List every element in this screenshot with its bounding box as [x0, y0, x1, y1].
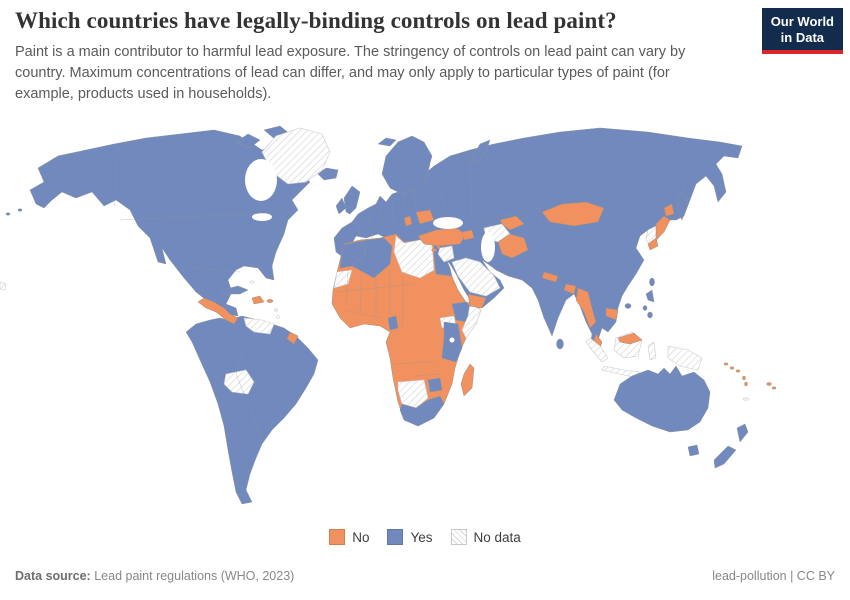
- region-philippines[interactable]: [647, 311, 653, 319]
- region-south-america[interactable]: [185, 315, 319, 505]
- region-sakhalin[interactable]: [677, 189, 689, 221]
- region-venezuela[interactable]: [243, 317, 275, 335]
- region-bahamas[interactable]: [249, 280, 255, 284]
- region-fiji[interactable]: [771, 386, 777, 390]
- black-sea: [433, 217, 463, 229]
- region-scandinavia[interactable]: [381, 135, 433, 195]
- chart-subtitle: Paint is a main contributor to harmful l…: [15, 44, 686, 103]
- region-arctic-islands[interactable]: [235, 133, 261, 149]
- region-solomon-islands[interactable]: [723, 362, 729, 366]
- region-cuba[interactable]: [221, 285, 249, 295]
- region-sulawesi[interactable]: [647, 341, 657, 361]
- region-suriname[interactable]: [286, 331, 299, 345]
- legend-item-yes[interactable]: Yes: [387, 529, 433, 545]
- data-source-label: Data source:: [15, 569, 91, 583]
- lake-victoria: [449, 337, 455, 343]
- region-novaya-zemlya[interactable]: [471, 139, 491, 163]
- region-japan[interactable]: [663, 203, 675, 217]
- region-cameroon-gabon[interactable]: [387, 315, 399, 331]
- region-lesser-antilles[interactable]: [276, 315, 280, 319]
- region-madagascar[interactable]: [460, 363, 475, 397]
- region-ireland[interactable]: [335, 197, 347, 215]
- legend-swatch-yes: [387, 529, 404, 545]
- region-tasmania[interactable]: [687, 444, 700, 457]
- region-mongolia[interactable]: [541, 201, 605, 227]
- region-afghanistan[interactable]: [497, 233, 529, 259]
- region-north-america[interactable]: [29, 129, 311, 317]
- region-japan[interactable]: [655, 215, 671, 241]
- region-solomon-islands[interactable]: [729, 366, 735, 370]
- map-legend: No Yes No data: [0, 529, 850, 545]
- region-cyprus[interactable]: [431, 248, 437, 252]
- chart-footer: Data source: Lead paint regulations (WHO…: [15, 569, 835, 583]
- legend-item-nodata[interactable]: No data: [450, 529, 521, 545]
- region-vanuatu[interactable]: [744, 381, 748, 387]
- legend-label-no: No: [352, 529, 370, 545]
- region-philippines[interactable]: [645, 289, 655, 303]
- region-sumatra[interactable]: [585, 337, 609, 363]
- region-armenia-azerbaijan[interactable]: [461, 229, 475, 241]
- region-iceland[interactable]: [317, 167, 339, 181]
- region-sri-lanka[interactable]: [556, 338, 564, 350]
- owid-logo[interactable]: Our World in Data: [761, 8, 843, 55]
- region-taiwan[interactable]: [649, 277, 655, 287]
- region-solomon-islands[interactable]: [735, 369, 741, 373]
- region-somalia[interactable]: [461, 303, 482, 339]
- chart-header: Which countries have legally-binding con…: [15, 8, 755, 105]
- region-new-zealand-south[interactable]: [713, 445, 737, 469]
- region-zimbabwe[interactable]: [427, 377, 443, 393]
- region-greenland[interactable]: [261, 127, 331, 185]
- region-bolivia[interactable]: [223, 369, 255, 395]
- region-edge-fragment[interactable]: [0, 281, 7, 291]
- license-note[interactable]: lead-pollution | CC BY: [712, 569, 835, 583]
- region-libya[interactable]: [393, 235, 435, 279]
- region-hainan[interactable]: [624, 303, 632, 309]
- region-aleutians[interactable]: [17, 208, 23, 212]
- region-svalbard[interactable]: [377, 137, 397, 147]
- region-central-america[interactable]: [197, 297, 239, 325]
- region-lesser-antilles[interactable]: [274, 308, 278, 312]
- region-puerto-rico[interactable]: [266, 299, 274, 303]
- region-saudi-arabia[interactable]: [451, 257, 501, 297]
- world-map-svg: [0, 125, 777, 505]
- region-south-africa[interactable]: [399, 395, 445, 427]
- region-hispaniola[interactable]: [251, 295, 265, 305]
- region-fiji[interactable]: [766, 382, 772, 386]
- legend-swatch-no: [329, 529, 346, 545]
- region-bhutan-bangladesh[interactable]: [563, 283, 577, 295]
- region-syria-jordan[interactable]: [437, 245, 455, 263]
- region-turkey[interactable]: [417, 227, 467, 247]
- region-new-zealand-north[interactable]: [736, 423, 749, 443]
- legend-item-no[interactable]: No: [329, 529, 369, 545]
- owid-logo-line2: in Data: [780, 29, 825, 45]
- great-lakes: [252, 213, 272, 221]
- page-title: Which countries have legally-binding con…: [15, 8, 617, 33]
- data-source-value: Lead paint regulations (WHO, 2023): [90, 569, 295, 583]
- region-japan[interactable]: [647, 237, 659, 251]
- region-yemen[interactable]: [467, 293, 487, 309]
- legend-label-nodata: No data: [473, 529, 521, 545]
- region-cambodia[interactable]: [605, 307, 619, 321]
- region-malaysia-borneo[interactable]: [617, 332, 643, 345]
- region-aleutians[interactable]: [5, 212, 11, 216]
- owid-logo-line1: Our World: [770, 14, 834, 29]
- data-source: Data source: Lead paint regulations (WHO…: [15, 569, 294, 583]
- region-romania[interactable]: [415, 209, 435, 225]
- legend-label-yes: Yes: [410, 529, 433, 545]
- region-uzbekistan-tajikistan[interactable]: [499, 215, 525, 231]
- world-map: [0, 112, 850, 522]
- region-new-guinea[interactable]: [667, 345, 703, 371]
- hudson-bay: [245, 159, 277, 201]
- legend-swatch-nodata: [450, 529, 467, 545]
- caspian-sea: [481, 232, 495, 262]
- region-australia[interactable]: [613, 365, 711, 433]
- region-uk[interactable]: [343, 185, 361, 215]
- region-algeria[interactable]: [351, 237, 393, 279]
- region-philippines[interactable]: [642, 305, 648, 311]
- region-new-caledonia[interactable]: [742, 397, 750, 401]
- country-borders: [113, 145, 621, 443]
- region-myanmar[interactable]: [575, 287, 597, 329]
- region-vanuatu[interactable]: [742, 375, 746, 381]
